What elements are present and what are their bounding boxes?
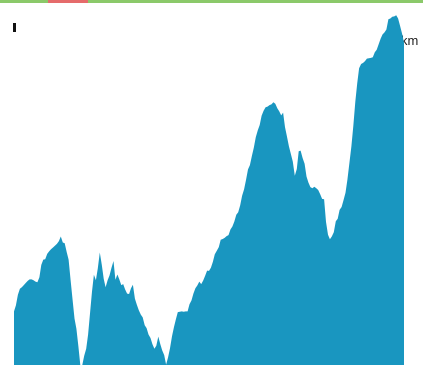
strip-segment-green-left [0, 0, 48, 3]
unit-label: km [401, 33, 419, 48]
strip-segment-green-right [88, 0, 423, 3]
elevation-area [14, 15, 404, 365]
top-color-strip [0, 0, 423, 3]
corner-marker [13, 23, 16, 32]
strip-segment-red [48, 0, 88, 3]
